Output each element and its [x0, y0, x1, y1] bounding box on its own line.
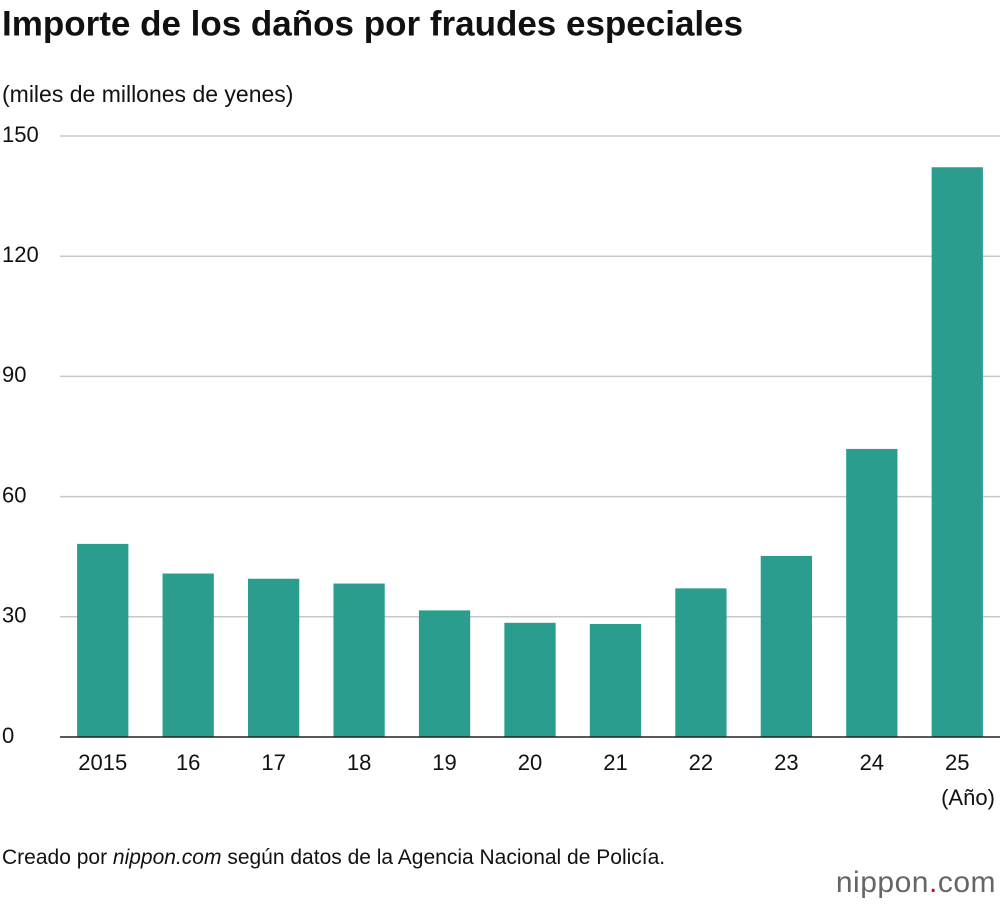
bar [589, 624, 642, 737]
x-tick-label: 17 [261, 750, 285, 775]
x-tick-label: 21 [603, 750, 627, 775]
bar [333, 583, 385, 737]
bar [760, 555, 812, 737]
bar [846, 448, 898, 737]
x-tick-label: 16 [176, 750, 200, 775]
logo-text: nippon [835, 866, 929, 899]
source-text: según datos de la Agencia Nacional de Po… [221, 846, 666, 869]
y-tick-label: 60 [2, 482, 26, 507]
chart-subtitle: (miles de millones de yenes) [2, 81, 293, 107]
source-text: nippon.com [112, 846, 222, 869]
x-tick-label: 20 [518, 750, 542, 775]
logo-text: . [928, 866, 938, 899]
bar [248, 578, 300, 737]
source-note: Creado por nippon.com según datos de la … [2, 844, 682, 872]
x-tick-label: 25 [945, 750, 969, 775]
y-tick-label: 90 [2, 362, 26, 387]
bar [77, 543, 129, 737]
y-tick-label: 30 [2, 603, 26, 628]
bar [675, 588, 727, 737]
chart-title: Importe de los daños por fraudes especia… [2, 4, 743, 43]
y-tick-label: 150 [2, 122, 39, 147]
logo-text: com [937, 866, 996, 899]
x-tick-label: 18 [347, 750, 371, 775]
x-tick-label: 22 [689, 750, 713, 775]
chart: Importe de los daños por fraudes especia… [2, 4, 1000, 810]
x-tick-label: 19 [432, 750, 456, 775]
x-axis-label: (Año) [941, 785, 995, 810]
y-tick-label: 120 [2, 242, 39, 267]
x-tick-label: 2015 [78, 750, 127, 775]
bar [504, 622, 556, 737]
x-tick-label: 24 [860, 750, 884, 775]
x-tick-label: 23 [774, 750, 798, 775]
logo: nippon.com [836, 866, 996, 900]
y-tick-label: 0 [2, 723, 14, 748]
source-text: Creado por [2, 846, 113, 869]
bar [418, 610, 471, 737]
bar [162, 573, 214, 737]
bar [931, 167, 983, 737]
